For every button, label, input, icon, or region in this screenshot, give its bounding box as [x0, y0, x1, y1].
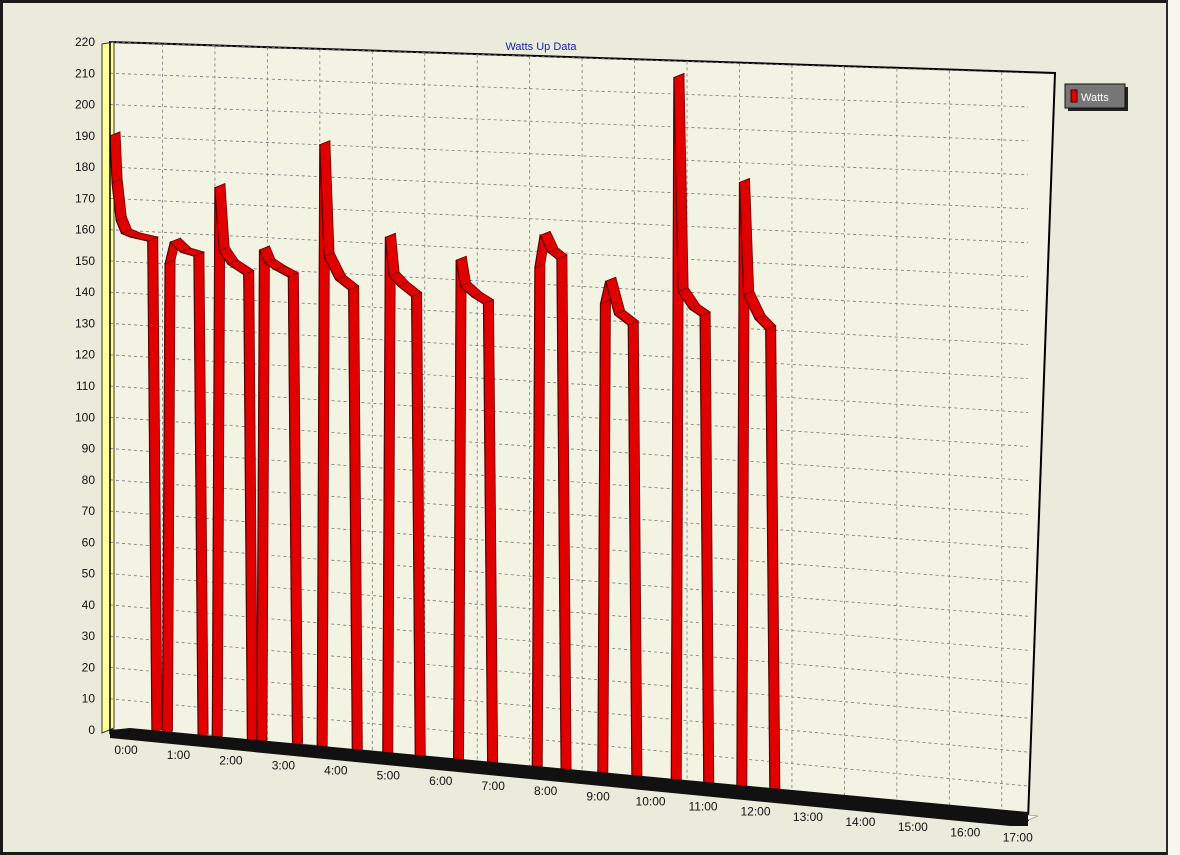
- x-tick-label: 5:00: [377, 769, 401, 783]
- y-tick-label: 30: [82, 629, 96, 643]
- data-point: [115, 219, 117, 222]
- x-tick-label: 8:00: [534, 784, 558, 798]
- floor-strip: [110, 728, 1028, 826]
- y-tick-label: 130: [75, 316, 95, 330]
- x-tick-label: 1:00: [167, 748, 191, 762]
- data-point: [164, 263, 166, 265]
- y-tick-label: 60: [82, 535, 96, 549]
- data-point: [111, 182, 113, 184]
- x-tick-label: 17:00: [1003, 830, 1033, 844]
- data-point: [214, 187, 216, 189]
- data-point: [323, 255, 325, 258]
- data-point: [411, 295, 413, 298]
- data-point: [459, 285, 462, 287]
- grid-line-h: [109, 698, 1029, 787]
- data-point: [169, 241, 171, 243]
- y-tick-label: 180: [75, 160, 95, 174]
- y-axis-ticks: 0 10 20 30 40 50 60 70 80 90 100 110 120 130 140 150 160…: [75, 35, 95, 737]
- data-point: [471, 296, 473, 298]
- data-point: [539, 234, 541, 237]
- x-tick-label: 13:00: [793, 810, 823, 824]
- y-tick-label: 40: [82, 598, 96, 612]
- data-point: [482, 303, 485, 305]
- data-point: [765, 329, 767, 331]
- data-point: [534, 267, 536, 269]
- data-point: [614, 313, 616, 316]
- data-point: [243, 273, 245, 276]
- data-point: [556, 258, 558, 260]
- y-tick-label: 10: [82, 692, 96, 706]
- x-tick-label: 9:00: [586, 789, 610, 803]
- data-point: [689, 308, 691, 310]
- y-tick-label: 200: [75, 98, 95, 112]
- data-point: [218, 250, 220, 252]
- data-point: [147, 240, 149, 242]
- y-tick-label: 150: [75, 254, 95, 268]
- data-point: [319, 144, 321, 146]
- data-point: [334, 278, 337, 281]
- data-point: [384, 236, 386, 238]
- y-tick-label: 140: [75, 285, 95, 299]
- data-point: [547, 251, 549, 253]
- data-point: [397, 285, 400, 287]
- data-point: [627, 324, 629, 326]
- y-tick-label: 50: [82, 567, 96, 581]
- x-tick-label: 2:00: [219, 753, 243, 767]
- data-point: [193, 255, 195, 257]
- data-point: [264, 262, 266, 264]
- data-point: [258, 249, 261, 251]
- x-tick-label: 4:00: [324, 764, 348, 778]
- data-point: [677, 291, 679, 293]
- x-tick-label: 12:00: [740, 805, 770, 819]
- x-tick-label: 10:00: [636, 794, 666, 808]
- data-point: [673, 76, 675, 79]
- x-tick-label: 15:00: [898, 820, 928, 834]
- chart-title: Watts Up Data: [505, 41, 577, 53]
- y-tick-label: 190: [75, 129, 95, 143]
- data-point: [699, 315, 701, 317]
- data-point: [388, 275, 390, 277]
- y-tick-label: 160: [75, 223, 95, 237]
- y-tick-label: 80: [82, 473, 96, 487]
- data-point: [287, 276, 289, 278]
- data-point: [180, 251, 182, 253]
- data-point: [227, 263, 229, 265]
- x-tick-label: 16:00: [950, 825, 980, 839]
- y-tick-label: 90: [82, 442, 96, 456]
- legend-swatch: [1070, 89, 1078, 103]
- x-axis-ticks: 0:00 1:00 2:00 3:00 4:00 5:00 6:00 7:00 8:00 9:00…: [114, 743, 1033, 844]
- legend: Watts: [1064, 83, 1128, 111]
- data-point: [120, 232, 123, 234]
- x-tick-label: 14:00: [845, 815, 875, 829]
- x-tick-label: 11:00: [688, 800, 717, 814]
- data-point: [743, 294, 745, 296]
- y-tick-label: 110: [76, 379, 95, 393]
- data-point: [605, 280, 607, 282]
- data-point: [599, 303, 602, 305]
- y-tick-label: 210: [75, 66, 95, 80]
- data-point: [129, 236, 131, 238]
- grid-line-h: [109, 635, 1029, 719]
- y-tick-label: 170: [75, 191, 95, 205]
- window-edge: [1166, 0, 1180, 855]
- data-point: [274, 269, 276, 271]
- data-point: [738, 181, 741, 184]
- legend-label: Watts: [1081, 92, 1109, 104]
- y-tick-label: 0: [88, 723, 95, 737]
- grid-line-h: [109, 667, 1029, 753]
- y-tick-label: 220: [75, 35, 95, 49]
- x-tick-label: 0:00: [114, 743, 138, 757]
- data-point: [348, 289, 350, 291]
- y-tick-label: 70: [82, 504, 96, 518]
- y-tick-label: 100: [75, 410, 95, 424]
- y-tick-label: 20: [82, 660, 96, 674]
- data-point: [455, 259, 457, 261]
- x-tick-label: 6:00: [429, 774, 453, 788]
- x-tick-label: 7:00: [482, 779, 506, 793]
- y-tick-label: 120: [75, 348, 95, 362]
- x-tick-label: 3:00: [272, 758, 296, 772]
- data-point: [754, 318, 756, 320]
